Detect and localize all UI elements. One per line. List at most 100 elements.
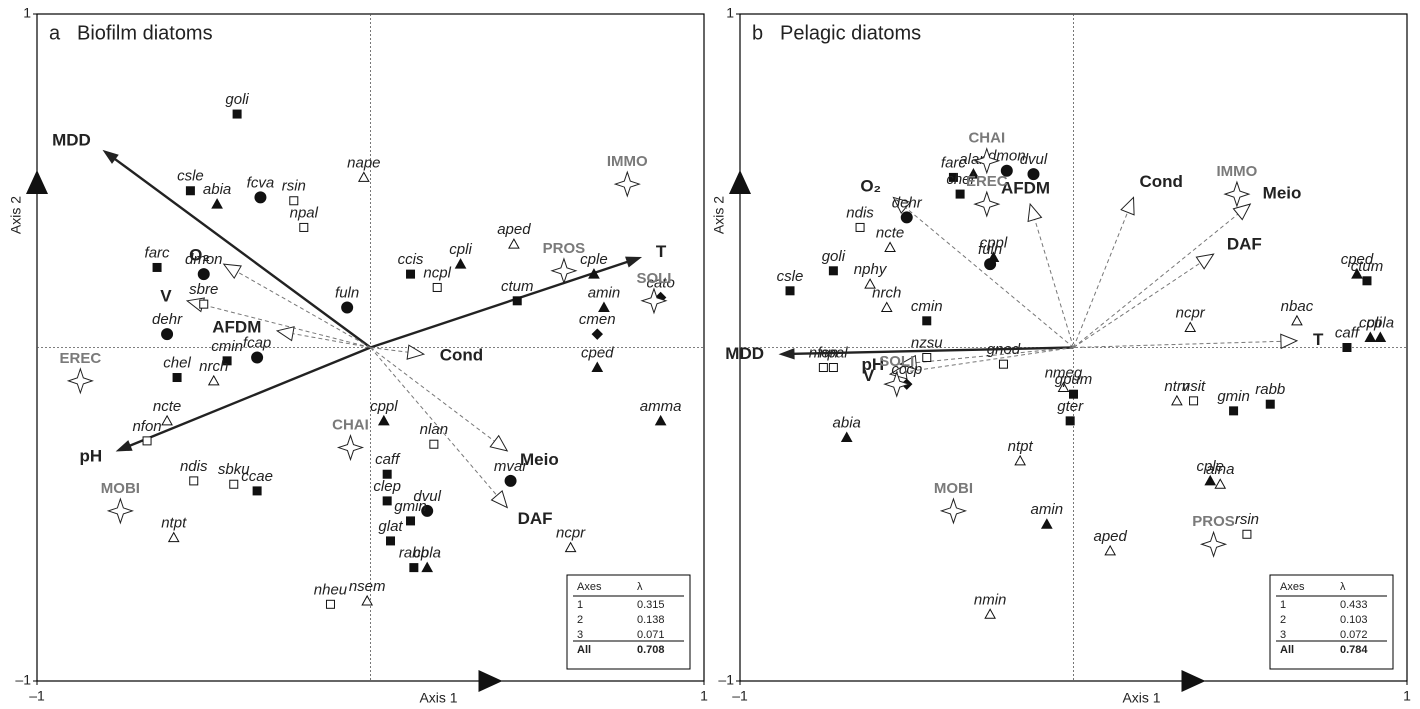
panel-title: Pelagic diatoms bbox=[780, 22, 921, 44]
arrow-head bbox=[489, 434, 509, 452]
centroid-star bbox=[640, 287, 668, 315]
species-point bbox=[252, 486, 262, 496]
species-point bbox=[382, 469, 392, 479]
centroid-star bbox=[336, 433, 365, 462]
y-tick-label: 1 bbox=[23, 5, 31, 21]
variable-label: MDD bbox=[52, 131, 91, 150]
species-label: ndis bbox=[180, 458, 208, 475]
x-tick-label: 1 bbox=[1403, 688, 1411, 704]
variable-arrow bbox=[1073, 262, 1201, 348]
species-label: cmin bbox=[911, 298, 943, 315]
species-point bbox=[1342, 343, 1352, 352]
variable-label: MDD bbox=[725, 344, 764, 363]
variable-arrow bbox=[370, 347, 495, 442]
variable-arrow bbox=[370, 347, 409, 353]
species-label: abia bbox=[833, 415, 861, 432]
species-point bbox=[1171, 394, 1183, 406]
species-label: nape bbox=[347, 154, 380, 171]
variable-label: AFDM bbox=[1001, 178, 1050, 197]
variable-arrow bbox=[1073, 213, 1239, 348]
variable-label: T bbox=[1313, 330, 1324, 349]
arrow-head bbox=[406, 344, 426, 360]
species-point bbox=[1014, 454, 1026, 466]
table-cell: 0.072 bbox=[1340, 629, 1368, 641]
species-label: nsem bbox=[349, 578, 386, 595]
species-point bbox=[229, 479, 239, 489]
species-label: nsit bbox=[1182, 378, 1206, 395]
species-label: mvar bbox=[494, 458, 528, 475]
species-point bbox=[828, 266, 838, 276]
centroid-label: IMMO bbox=[607, 153, 648, 170]
species-label: cped bbox=[581, 344, 614, 361]
species-label: farc bbox=[145, 244, 171, 261]
axis-arrow bbox=[478, 670, 503, 692]
species-label: csle bbox=[777, 268, 804, 285]
species-point bbox=[454, 258, 467, 269]
panel-label: b bbox=[752, 22, 763, 44]
species-point bbox=[512, 296, 522, 306]
species-point bbox=[289, 196, 299, 206]
species-point bbox=[1104, 544, 1117, 556]
species-point bbox=[591, 328, 603, 340]
species-label: dehr bbox=[152, 311, 183, 328]
species-point bbox=[382, 496, 392, 506]
table-cell: 0.138 bbox=[637, 614, 665, 626]
variable-arrow bbox=[202, 304, 371, 348]
species-label: csle bbox=[177, 168, 204, 185]
species-point bbox=[1374, 331, 1387, 342]
centroid-label: SOLI bbox=[636, 270, 671, 287]
centroid-label: SOLI bbox=[879, 353, 914, 370]
species-label: nrch bbox=[199, 358, 228, 375]
variable-label: DAF bbox=[518, 509, 553, 528]
centroid-label: EREC bbox=[60, 350, 102, 367]
centroid-star bbox=[106, 497, 134, 525]
species-point bbox=[254, 191, 267, 204]
species-label: cppl bbox=[980, 234, 1008, 251]
species-point bbox=[299, 222, 309, 232]
species-point bbox=[142, 436, 152, 446]
species-label: cpla bbox=[413, 545, 441, 562]
eigen-table bbox=[566, 574, 691, 670]
table-header: λ bbox=[1340, 581, 1346, 593]
variable-arrow bbox=[1073, 212, 1129, 348]
table-header: Axes bbox=[577, 581, 602, 593]
variable-arrow bbox=[915, 347, 1074, 364]
species-point bbox=[172, 373, 182, 383]
table-header: λ bbox=[637, 581, 643, 593]
species-point bbox=[1351, 268, 1363, 279]
variable-label: Meio bbox=[520, 450, 559, 469]
species-label: nmeg bbox=[1045, 364, 1083, 381]
variable-arrow bbox=[114, 158, 372, 349]
species-label: farc bbox=[941, 154, 967, 171]
species-label: fcva bbox=[247, 174, 275, 191]
variable-arrow bbox=[793, 346, 1074, 356]
variable-label: O₂ bbox=[189, 246, 210, 265]
variable-label: pH bbox=[861, 355, 884, 374]
variable-arrow bbox=[1034, 219, 1074, 348]
species-label: ccae bbox=[241, 468, 273, 485]
table-cell: 3 bbox=[577, 629, 583, 641]
species-point bbox=[1362, 276, 1372, 286]
table-cell: 0.708 bbox=[637, 644, 665, 656]
species-point bbox=[1065, 416, 1075, 426]
variable-arrow bbox=[370, 347, 498, 496]
species-label: gnod bbox=[987, 341, 1021, 358]
x-axis-label: Axis 1 bbox=[419, 690, 457, 706]
arrow-head bbox=[1120, 196, 1135, 216]
arrow-head bbox=[892, 196, 912, 214]
variable-label: pH bbox=[80, 446, 103, 465]
species-label: chel bbox=[163, 354, 191, 371]
centroid-label: PROS bbox=[1192, 513, 1235, 530]
species-point bbox=[591, 361, 604, 373]
species-label: fuln bbox=[978, 241, 1002, 258]
variable-arrow bbox=[237, 271, 371, 348]
centroid-label: CHAI bbox=[968, 130, 1005, 147]
variable-label: O₂ bbox=[860, 177, 881, 196]
species-label: aped bbox=[1093, 528, 1127, 545]
species-point bbox=[1184, 321, 1197, 332]
species-label: dvul bbox=[1020, 151, 1048, 168]
species-point bbox=[1069, 389, 1078, 399]
species-point bbox=[357, 171, 370, 182]
species-label: rabb bbox=[1255, 381, 1285, 398]
species-label: fcap bbox=[243, 334, 271, 351]
